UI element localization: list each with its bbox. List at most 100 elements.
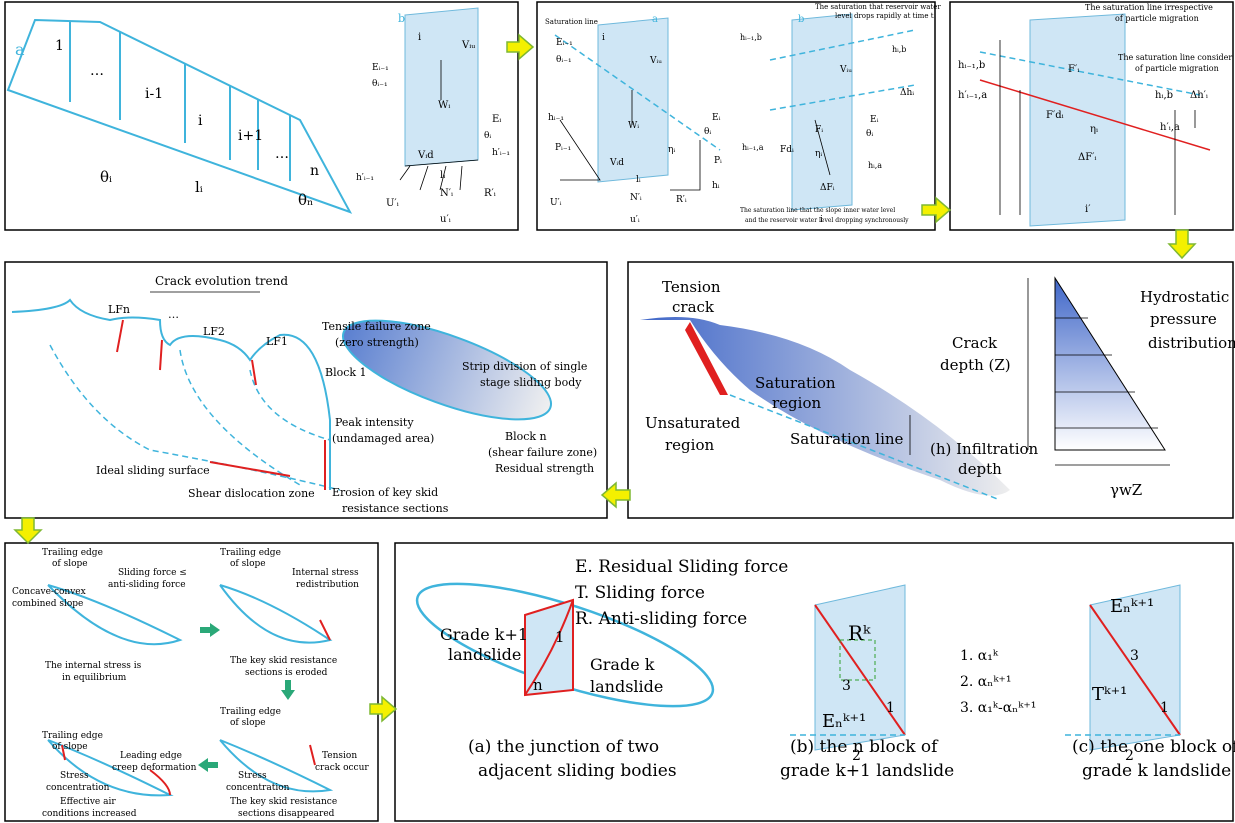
- label: landslide: [590, 677, 663, 696]
- label: u′ᵢ: [440, 214, 451, 225]
- label: The key skid resistance: [230, 797, 337, 807]
- label: Crack evolution trend: [155, 274, 288, 288]
- label: level drops rapidly at time t: [835, 12, 934, 20]
- label: Shear dislocation zone: [188, 487, 315, 500]
- figure: a1…i-1ii+1…nθᵢlᵢθₙbiVᵢᵤWᵢEᵢ₋₁θᵢ₋₁EᵢθᵢVᵢd…: [0, 0, 1235, 823]
- label: Tension: [322, 751, 357, 761]
- label: Eᵢ: [492, 114, 501, 125]
- label: 1. α₁ᵏ: [960, 648, 999, 664]
- label: Residual strength: [495, 462, 594, 475]
- label: a: [652, 14, 658, 25]
- label: pressure: [1150, 310, 1217, 328]
- label: Peak intensity: [335, 416, 414, 429]
- label: of particle migration: [1135, 64, 1219, 73]
- label: (h) Infiltration: [930, 440, 1039, 458]
- label: Leading edge: [120, 751, 182, 761]
- label: Vᵢᵤ: [839, 65, 852, 75]
- label: i-1: [145, 86, 163, 102]
- label: Eₙᵏ⁺¹: [822, 711, 866, 732]
- label: (b) the n block of: [790, 737, 939, 757]
- label: h′ᵢ,a: [1160, 122, 1180, 133]
- label: Vᵢᵤ: [461, 40, 475, 51]
- label: grade k+1 landslide: [780, 761, 954, 781]
- label: n: [533, 676, 543, 694]
- label: conditions increased: [42, 809, 137, 819]
- label: Tᵏ⁺¹: [1092, 684, 1127, 705]
- label: Strip division of single: [462, 360, 587, 373]
- label: anti-sliding force: [108, 580, 186, 590]
- label: Wᵢ: [438, 100, 450, 111]
- label: i′: [1085, 204, 1091, 215]
- label: Rᵏ: [848, 621, 871, 645]
- label: θᵢ: [484, 131, 491, 141]
- label: u′ᵢ: [630, 215, 640, 225]
- label: lᵢ: [636, 175, 641, 185]
- label: of slope: [230, 559, 266, 569]
- label: (c) the one block of: [1072, 737, 1235, 757]
- label: θᵢ: [100, 168, 112, 186]
- label: Saturation line: [790, 430, 904, 448]
- label: region: [772, 394, 821, 412]
- label: hᵢ₋₁,b: [958, 60, 985, 71]
- label: (zero strength): [335, 336, 419, 349]
- flow-arrow: [1169, 230, 1195, 258]
- label: Block 1: [325, 366, 367, 379]
- label: Vᵢd: [609, 158, 624, 168]
- label: Trailing edge: [220, 707, 281, 717]
- label: E. Residual Sliding force: [575, 557, 788, 577]
- label: hᵢ,b: [892, 45, 906, 54]
- label: U′ᵢ: [386, 198, 399, 209]
- label: (a) the junction of two: [468, 737, 659, 757]
- label: h′ᵢ₋₁: [492, 148, 510, 158]
- label: Wᵢ: [628, 121, 639, 131]
- label: landslide: [448, 645, 521, 664]
- label: i: [602, 33, 605, 43]
- label: R′ᵢ: [676, 195, 687, 205]
- label: Stress: [60, 771, 89, 781]
- label: Ideal sliding surface: [96, 464, 210, 477]
- label: and the reservoir water level dropping s…: [745, 217, 909, 224]
- label: h′ᵢ₋₁: [356, 173, 374, 183]
- label: 3. α₁ᵏ-αₙᵏ⁺¹: [960, 700, 1036, 716]
- label: sections disappeared: [238, 809, 335, 819]
- label: θₙ: [298, 191, 314, 209]
- label: LFn: [108, 303, 130, 316]
- label: i: [418, 32, 421, 43]
- label: The internal stress is: [45, 661, 142, 671]
- label: n: [310, 163, 319, 179]
- label: The saturation line that the slope inner…: [740, 207, 895, 214]
- label: The key skid resistance: [230, 656, 337, 666]
- label: …: [90, 63, 104, 79]
- label: concentration: [46, 783, 110, 793]
- label: R. Anti-sliding force: [575, 609, 747, 629]
- label: Grade k+1: [440, 625, 528, 644]
- label: The saturation that reservoir water: [815, 3, 941, 11]
- label: Sliding force ≤: [118, 568, 187, 578]
- label: crack occur: [315, 763, 369, 773]
- label: γwZ: [1110, 481, 1142, 499]
- label: θᵢ₋₁: [556, 55, 572, 65]
- label: h′ᵢ₋₁,a: [958, 90, 987, 101]
- label: Eᵢ₋₁: [556, 38, 573, 48]
- flow-arrow: [15, 518, 41, 543]
- label: sections is eroded: [245, 668, 328, 678]
- label: adjacent sliding bodies: [478, 761, 677, 781]
- label: Concave-convex: [12, 587, 86, 597]
- label: Trailing edge: [42, 548, 103, 558]
- label: 3: [842, 678, 851, 694]
- label: in equilibrium: [62, 673, 127, 683]
- label: 1: [55, 38, 64, 54]
- label: θᵢ: [866, 129, 873, 139]
- label: Internal stress: [292, 568, 359, 578]
- label: Fᵢ: [815, 125, 823, 135]
- label: hᵢ₋₁: [548, 113, 564, 123]
- label: Eᵢ₋₁: [372, 63, 389, 73]
- label: i: [198, 113, 203, 129]
- label: 3: [1130, 648, 1139, 664]
- label: Saturation: [755, 374, 836, 392]
- label: Eᵢ: [870, 115, 879, 125]
- label: Saturation line: [545, 18, 598, 26]
- label: hᵢ₋₁,a: [742, 143, 764, 152]
- label: LF2: [203, 325, 225, 338]
- label: stage sliding body: [480, 376, 582, 389]
